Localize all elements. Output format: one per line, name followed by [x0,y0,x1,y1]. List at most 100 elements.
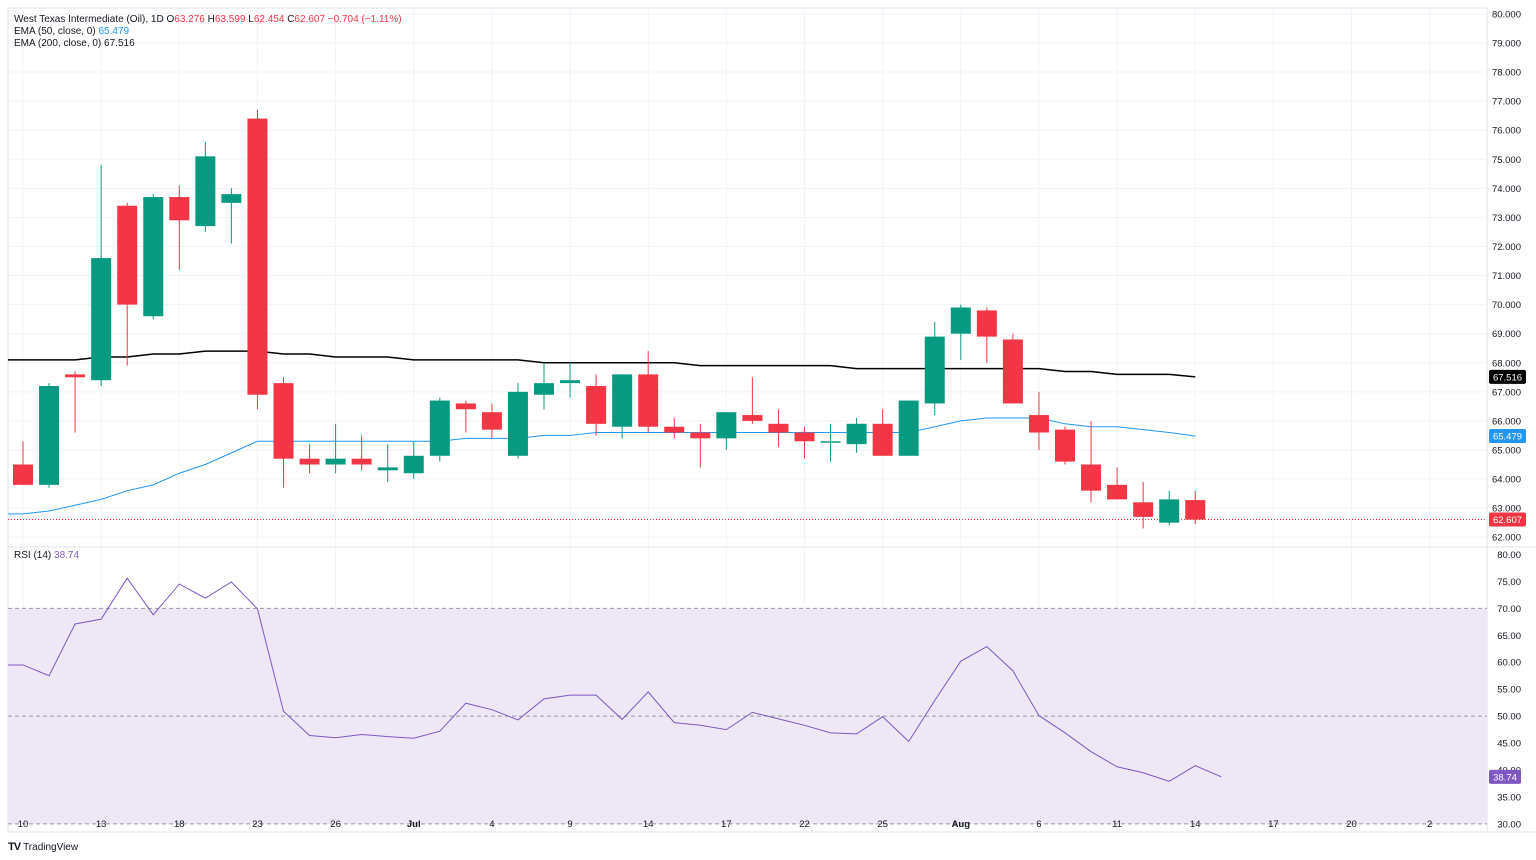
candle-36 [950,304,971,360]
ema200-value: 67.516 [104,38,135,49]
candle-38 [1002,333,1023,404]
time-tick-label: 23 [252,819,263,830]
open-label: O [166,14,175,25]
ema50-axis-label-bg [1489,429,1526,444]
time-tick-label: 13 [96,819,107,830]
candle-body [299,458,320,465]
rsi-label[interactable]: RSI (14) [14,550,52,561]
candle-13 [351,435,372,471]
candle-body [1185,500,1206,520]
candle-body [221,194,242,203]
candle-40 [1055,426,1075,465]
rsi-legend[interactable]: RSI (14) 38.74 [14,550,79,562]
candle-27 [716,412,737,450]
ema50-legend[interactable]: EMA (50, close, 0) 65.479 [14,26,129,38]
time-tick-label: 17 [721,819,732,830]
time-tick-label: 14 [643,819,654,830]
candle-14 [377,444,398,482]
candle-29 [768,409,789,448]
rsi-axis-label-bg [1489,769,1521,784]
candle-6 [169,185,190,270]
price-tick-label: 62.000 [1492,533,1521,544]
candle-body [13,464,33,485]
candle-body [820,441,841,443]
time-tick-label: 17 [1268,819,1279,830]
symbol-legend[interactable]: West Texas Intermediate (Oil), 1D O63.27… [14,14,402,25]
time-tick-label: 18 [174,819,185,830]
close-label: C [287,14,295,25]
candle-body [1159,499,1180,523]
last-price-axis-label-bg [1489,512,1526,527]
ema200-line [8,350,1196,378]
interval-label[interactable]: 1D [150,14,164,25]
candle-1 [39,383,60,488]
symbol-name[interactable]: West Texas Intermediate (Oil) [14,14,146,25]
candle-body [716,412,737,439]
candle-32 [846,417,867,453]
candle-5 [143,194,164,320]
candle-body [638,374,659,427]
candle-body [195,156,216,227]
ema50-axis-label: 65.479 [1489,429,1526,444]
candle-body [1133,502,1154,517]
rsi-tick-label: 60.00 [1497,658,1521,669]
time-tick-label: 20 [1346,819,1357,830]
rsi-tick-label: 55.00 [1497,685,1521,696]
price-tick-label: 74.000 [1492,184,1521,195]
candle-2 [65,371,86,433]
price-tick-label: 63.000 [1492,504,1521,515]
candle-body [768,423,789,433]
ema50-axis-label-text: 65.479 [1493,432,1522,443]
candle-12 [325,423,346,474]
candle-body [924,336,945,404]
ema200-label[interactable]: EMA (200, close, 0) [14,38,102,49]
price-tick-label: 76.000 [1492,126,1521,137]
ema200-axis-label: 67.516 [1489,369,1526,384]
candle-body [976,310,997,337]
candle-17 [455,400,476,433]
ema50-label[interactable]: EMA (50, close, 0) [14,26,96,37]
candle-10 [273,377,294,488]
time-tick-label: 11 [1112,819,1122,830]
price-pane: 62.000 63.000 64.000 65.000 66.000 67.000 68.0… [8,8,1526,832]
candle-22 [586,374,607,436]
candle-3 [91,165,112,387]
candle-0 [13,441,33,485]
candle-body [507,391,528,456]
rsi-tick-label: 75.00 [1497,577,1521,588]
candle-11 [299,444,320,474]
price-tick-label: 68.000 [1492,358,1521,369]
last-price-axis-label: 62.607 [1489,512,1526,527]
time-tick-label: 26 [330,819,341,830]
candle-body [1055,429,1075,462]
candle-26 [690,423,711,468]
time-tick-label: 2 [1427,819,1432,830]
price-tick-label: 67.000 [1492,387,1521,398]
ema50-value: 65.479 [98,26,130,37]
time-tick-label: 6 [1036,819,1041,830]
low-label: L [248,14,254,25]
tradingview-brand[interactable]: TV TradingView [8,841,78,853]
candle-19 [507,383,528,459]
time-tick-label: 22 [799,819,810,830]
candle-42 [1107,467,1128,500]
candle-body [560,380,581,384]
candle-body [91,258,112,381]
tradingview-name: TradingView [23,841,79,853]
candle-body [273,383,294,459]
rsi-tick-label: 35.00 [1497,792,1521,803]
price-tick-label: 65.000 [1492,445,1521,456]
high-label: H [207,14,215,25]
candle-24 [638,351,659,433]
candle-body [664,426,685,433]
candle-body [377,467,398,471]
candle-body [143,197,164,317]
candle-body [429,400,450,456]
ema200-legend[interactable]: EMA (200, close, 0) 67.516 [14,38,135,50]
candle-31 [820,423,841,462]
rsi-pane: 30.0035.0040.0045.0050.0055.0060.0065.00… [8,550,1521,830]
candle-body [898,400,919,456]
rsi-tick-label: 50.00 [1497,712,1521,723]
